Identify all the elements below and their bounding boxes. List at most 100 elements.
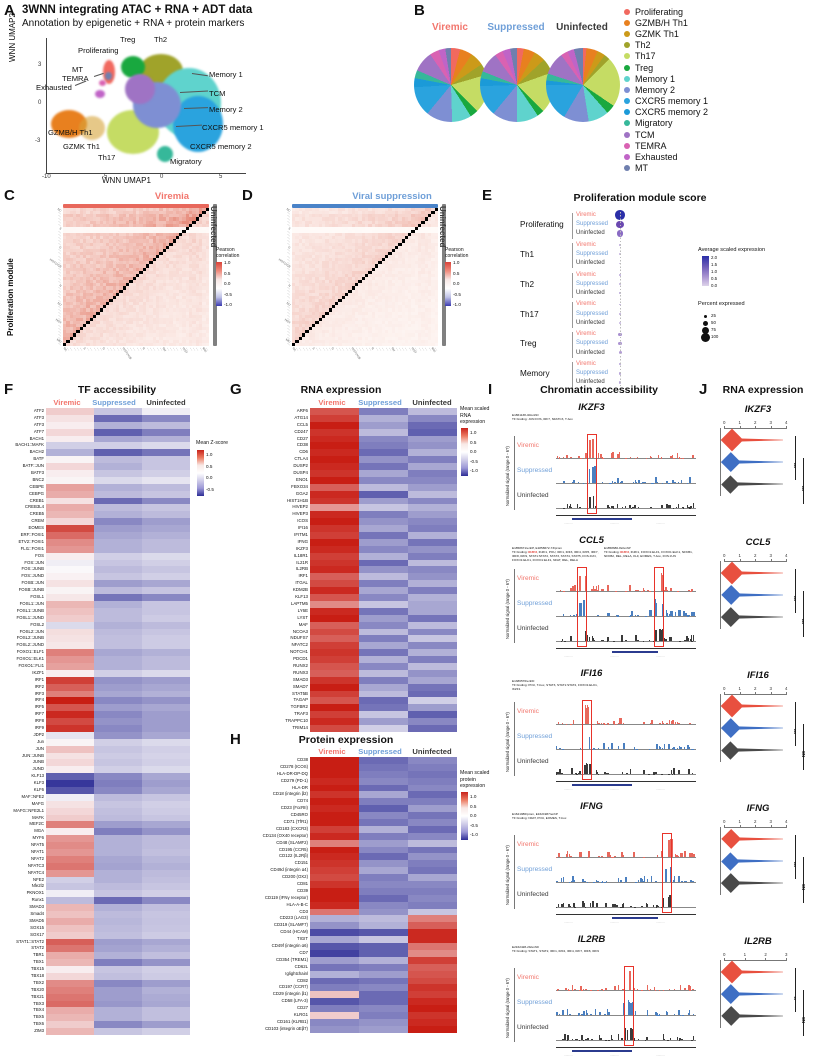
heatmap-cell [46,477,94,484]
heatmap-cell [94,856,142,863]
heatmap-row: TRAF3 [228,711,458,718]
heatmap-cell [46,973,94,980]
heatmap-cell [359,670,408,677]
heatmap-row-label: ITGAL [228,580,310,587]
legend-item-mt[interactable]: MT [624,163,814,174]
heatmap-row-label: TBX3 [2,1001,46,1008]
heatmap-cell [359,470,408,477]
panel-h-title: Protein expression [256,734,436,746]
legend-item-gzmb-h-th1[interactable]: GZMB/H Th1 [624,17,814,28]
umap-xtick-2: 0 [160,174,163,180]
heatmap-row: TBX18 [2,973,192,980]
legend-item-memory-2[interactable]: Memory 2 [624,84,814,95]
heatmap-cell [46,766,94,773]
heatmap-cell [46,587,94,594]
heatmap-cell [310,422,359,429]
heatmap-cell [408,504,457,511]
legend-item-migratory[interactable]: Migratory [624,118,814,129]
heatmap-row: SMAD3 [228,677,458,684]
heatmap-cell [94,635,142,642]
heatmap-row-label: STAT2 [2,945,46,952]
heatmap-cell [94,725,142,732]
legend-item-exhausted[interactable]: Exhausted [624,151,814,162]
heatmap-row-label: GGA2 [228,491,310,498]
heatmap-cell [310,622,359,629]
dotplot-group-th1: Th1 [520,250,534,259]
umap-label-migratory: Migratory [170,157,202,166]
heatmap-cell [359,677,408,684]
legend-item-treg[interactable]: Treg [624,62,814,73]
heatmap-cell [142,815,190,822]
legend-item-gzmk-th1[interactable]: GZMK Th1 [624,28,814,39]
heatmap-row: ICOS [228,518,458,525]
heatmap-cell [46,449,94,456]
legend-label: Memory 1 [635,74,675,84]
heatmap-cell [359,518,408,525]
heatmap-row-label: CEBPG [2,491,46,498]
heatmap-cell [46,629,94,636]
legend-item-th2[interactable]: Th2 [624,40,814,51]
heatmap-cell [46,518,94,525]
heatmap-row-label: FOS::JUND [2,573,46,580]
heatmap-cell [310,771,359,778]
heatmap-cell [94,1021,142,1028]
heatmap-row-label: CD38 [228,442,310,449]
heatmap-row-label: CREM [2,518,46,525]
heatmap-row: BNC2 [2,477,192,484]
heatmap-row: ATG14 [228,415,458,422]
heatmap-cell [310,764,359,771]
heatmap-cell [408,615,457,622]
heatmap-cell [408,656,457,663]
heatmap-row-label: NFAT1 [2,849,46,856]
colorbar-tick: 0.5 [470,440,476,445]
heatmap-row: CD6 [228,449,458,456]
heatmap-cell [408,684,457,691]
heatmap-row-label: IL18R1 [228,553,310,560]
heatmap-row-label: KLF3 [2,780,46,787]
dotplot-group-divider [572,302,573,328]
legend-item-cxcr5-memory-2[interactable]: CXCR5 memory 2 [624,107,814,118]
heatmap-row: CCL5 [228,422,458,429]
heatmap-row-label: TBX20 [2,987,46,994]
heatmap-row: JUN::JUNB [2,753,192,760]
cluster-mt [105,72,112,80]
heatmap-row: BATF [2,456,192,463]
panel-f-col-viremic: Viremic [46,398,88,407]
panel-c: C Proliferation module Viremia Uninfecte… [2,186,240,376]
legend-item-memory-1[interactable]: Memory 1 [624,73,814,84]
heatmap-cell [142,539,190,546]
legend-item-tcm[interactable]: TCM [624,129,814,140]
heatmap-cell [46,966,94,973]
heatmap-cell [142,794,190,801]
heatmap-cell [310,711,359,718]
heatmap-cell [94,663,142,670]
legend-item-proliferating[interactable]: Proliferating [624,6,814,17]
heatmap-row-label: IL2RB [228,566,310,573]
heatmap-cell [46,470,94,477]
dotplot-guideline [620,212,621,387]
heatmap-cell [94,498,142,505]
heatmap-cell [359,442,408,449]
colorbar-tick: -1.0 [453,302,461,307]
heatmap-cell [46,504,94,511]
heatmap-row: TBX15 [2,966,192,973]
heatmap-cell [142,725,190,732]
heatmap-cell [94,697,142,704]
heatmap-row-label: TBX15 [2,966,46,973]
legend-item-cxcr5-memory-1[interactable]: CXCR5 memory 1 [624,96,814,107]
heatmap-row: LY6E [228,608,458,615]
heatmap-cell [142,821,190,828]
heatmap-cell [46,484,94,491]
heatmap-cell [94,808,142,815]
heatmap-cell [310,587,359,594]
heatmap-cell [359,608,408,615]
heatmap-cell [94,966,142,973]
legend-item-temra[interactable]: TEMRA [624,140,814,151]
legend-label: GZMB/H Th1 [635,18,688,28]
heatmap-cell [46,594,94,601]
heatmap-cell [142,904,190,911]
heatmap-cell [94,622,142,629]
heatmap-cell [94,470,142,477]
heatmap-row: KLF6 [2,787,192,794]
legend-item-th17[interactable]: Th17 [624,51,814,62]
